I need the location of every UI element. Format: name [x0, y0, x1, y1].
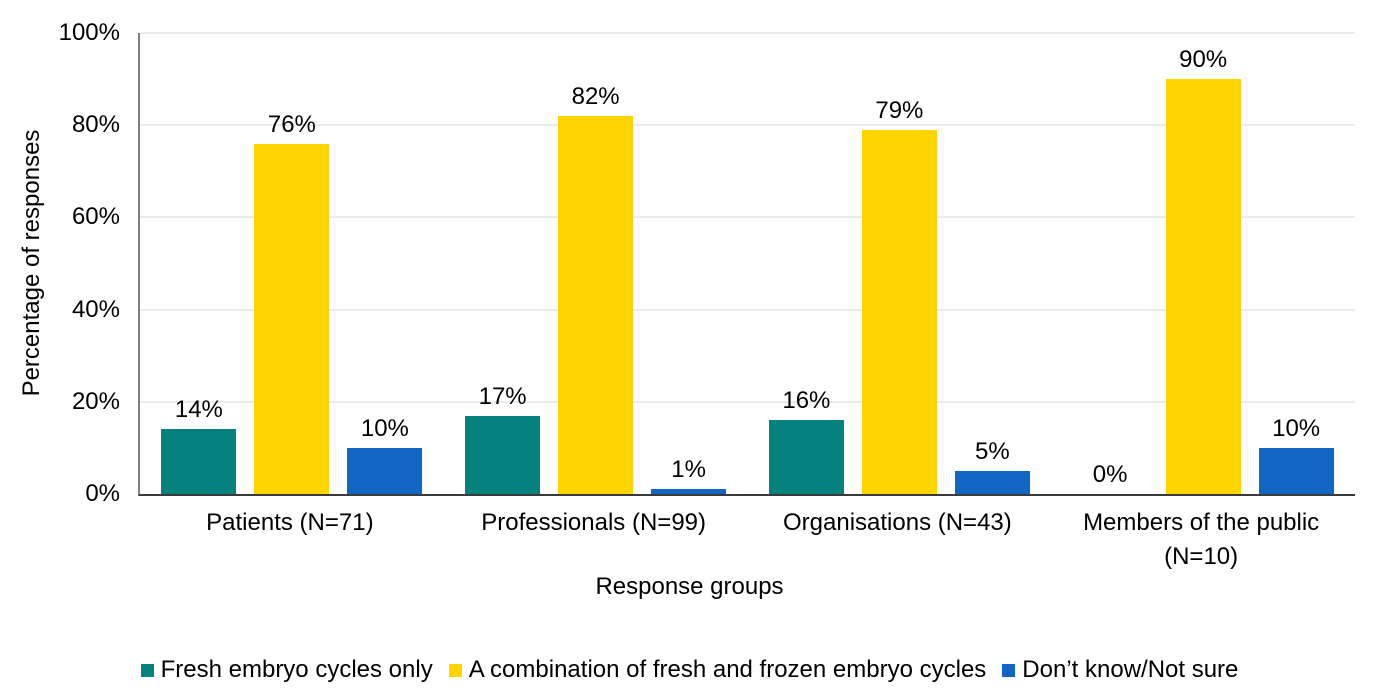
x-category-label: Patients (N=71) — [206, 509, 374, 536]
y-tick-label: 20% — [71, 387, 120, 415]
legend-label: A combination of fresh and frozen embryo… — [468, 656, 987, 683]
bar-group: 14% 76% 10% — [140, 33, 444, 494]
y-tick-label: 100% — [58, 19, 120, 46]
bar-value-label: 5% — [975, 437, 1010, 465]
bar-value-label: 0% — [1092, 461, 1128, 488]
bar-value-label: 10% — [1272, 414, 1321, 442]
bar-value-label: 10% — [360, 414, 409, 442]
gridline — [140, 400, 1355, 403]
x-category: Professionals (N=99) — [442, 506, 746, 574]
gridline — [140, 32, 1355, 34]
x-category: Organisations (N=43) — [746, 506, 1050, 574]
bar-value-label: 14% — [174, 396, 223, 424]
legend-swatch — [448, 663, 462, 677]
legend: Fresh embryo cycles only A combination of… — [0, 652, 1379, 688]
y-tick-label: 0% — [85, 480, 120, 507]
bar-value-label: 16% — [782, 387, 831, 415]
y-tick-label: 60% — [71, 203, 120, 231]
legend-label: Fresh embryo cycles only — [160, 656, 433, 683]
gridline — [140, 124, 1355, 127]
bar-dont-know-not-sure: 10% — [1258, 415, 1334, 494]
y-tick-label: 80% — [71, 111, 120, 139]
plot-area: 14% 76% 10% 17% 82% 1% 16% 79% 5% 0% 90% 10% — [138, 32, 1355, 496]
bar-group: 17% 82% 1% — [444, 33, 748, 494]
legend-label: Don’t know/Not sure — [1022, 656, 1239, 683]
bar-group: 0% 90% 10% — [1051, 33, 1355, 494]
bar-value-label: 79% — [875, 96, 924, 124]
x-category: Members of the public (N=10) — [1049, 506, 1353, 574]
legend-swatch — [140, 663, 154, 677]
bar-combination-fresh-frozen: 90% — [1165, 47, 1241, 494]
bar-dont-know-not-sure: 1% — [651, 457, 727, 494]
bar-dont-know-not-sure: 5% — [954, 438, 1030, 494]
y-tick-label: 40% — [71, 295, 120, 323]
bar-value-label: 76% — [267, 110, 316, 138]
bar-groups: 14% 76% 10% 17% 82% 1% 16% 79% 5% 0% 90% 10% — [140, 33, 1355, 494]
x-category-label: Professionals (N=99) — [481, 509, 706, 536]
bar-value-label: 17% — [478, 382, 527, 410]
legend-swatch — [1002, 663, 1016, 677]
bar-value-label: 82% — [571, 82, 620, 110]
x-category: Patients (N=71) — [138, 506, 442, 574]
bar-combination-fresh-frozen: 76% — [254, 111, 330, 494]
legend-item-combination-fresh-frozen: A combination of fresh and frozen embryo… — [448, 656, 987, 684]
bar-combination-fresh-frozen: 79% — [861, 97, 937, 494]
bar-group: 16% 79% 5% — [748, 33, 1052, 494]
bar-fresh-embryo-cycles-only: 16% — [768, 388, 844, 494]
bar-fresh-embryo-cycles-only: 17% — [465, 383, 541, 494]
bar-dont-know-not-sure: 10% — [347, 415, 423, 494]
x-category-label: Members of the public (N=10) — [1083, 509, 1320, 570]
bar-value-label: 1% — [671, 456, 706, 484]
legend-item-fresh-embryo-cycles-only: Fresh embryo cycles only — [140, 656, 433, 684]
x-category-label: Organisations (N=43) — [782, 509, 1012, 536]
gridline — [140, 308, 1355, 311]
x-category-labels: Patients (N=71) Professionals (N=99) Organ… — [138, 506, 1353, 574]
gridline — [140, 216, 1355, 219]
bar-combination-fresh-frozen: 82% — [558, 83, 634, 494]
bar-fresh-embryo-cycles-only: 14% — [161, 397, 237, 494]
x-axis-title: Response groups — [595, 573, 784, 600]
bar-value-label: 90% — [1179, 46, 1228, 74]
y-axis-title: Percentage of responses — [18, 129, 45, 397]
legend-item-dont-know-not-sure: Don’t know/Not sure — [1002, 656, 1238, 684]
